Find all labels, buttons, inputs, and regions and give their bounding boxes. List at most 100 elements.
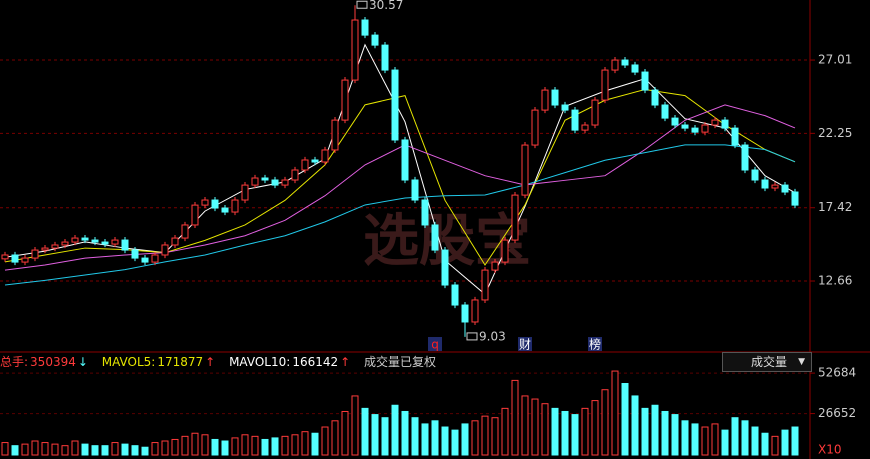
volume-bar	[181, 435, 189, 456]
candle-body	[1, 254, 9, 260]
volume-bar	[671, 414, 679, 456]
candle-body	[101, 241, 109, 245]
candle-body	[581, 124, 589, 131]
candle-body	[511, 194, 519, 241]
volume-bar	[591, 400, 599, 456]
volume-bar	[761, 432, 769, 456]
volume-bar	[131, 445, 139, 456]
volume-bar	[341, 410, 349, 456]
candle-body	[121, 239, 129, 251]
candle-body	[651, 89, 659, 106]
candle-body	[311, 159, 319, 163]
volume-bar	[531, 398, 539, 456]
candle-body	[371, 34, 379, 46]
candle-body	[361, 19, 369, 36]
volume-bar	[11, 445, 19, 456]
candle-body	[131, 249, 139, 259]
volume-bar	[751, 426, 759, 456]
event-bg	[428, 337, 442, 351]
label-icon	[356, 0, 368, 9]
candle-body	[781, 184, 789, 193]
candle-body	[741, 144, 749, 171]
volume-bar	[441, 426, 449, 456]
volume-bar	[1, 442, 9, 456]
candle-body	[751, 169, 759, 181]
volume-bar	[451, 429, 459, 456]
candle-body	[491, 261, 499, 271]
mavol5-label: MAVOL5:	[101, 355, 156, 369]
volume-bar	[71, 440, 79, 456]
candle-body	[711, 119, 719, 126]
candle-body	[671, 117, 679, 126]
candle-body	[141, 257, 149, 263]
note: 成交量已复权	[364, 355, 437, 369]
volume-bar	[391, 404, 399, 456]
volume-bar	[231, 437, 239, 456]
volume-bar	[151, 442, 159, 456]
volume-bar	[521, 395, 529, 456]
volume-bar	[101, 445, 109, 456]
candle-body	[61, 241, 69, 246]
volume-bar	[691, 423, 699, 456]
volume-bar	[221, 440, 229, 456]
candle-body	[611, 59, 619, 71]
up-arrow: ↑	[205, 355, 216, 369]
candle-body	[591, 99, 599, 126]
candle-body	[51, 244, 59, 249]
candle-body	[541, 89, 549, 111]
volume-bar	[491, 417, 499, 456]
volume-bar	[261, 438, 269, 456]
candle-body	[341, 79, 349, 121]
mavol5-value: 171877	[157, 355, 204, 369]
candle-body	[681, 124, 689, 129]
candle-body	[81, 237, 89, 241]
volume-bar	[191, 432, 199, 456]
candle-body	[431, 224, 439, 251]
candle-body	[451, 284, 459, 306]
up-arrow: ↑	[340, 355, 351, 369]
candle-body	[151, 254, 159, 263]
volume-bar	[371, 414, 379, 456]
volume-bar	[561, 410, 569, 456]
volume-bar	[351, 395, 359, 456]
volume-bar	[711, 423, 719, 456]
candle-body	[191, 204, 199, 226]
volume-bar	[421, 423, 429, 456]
volume-bar	[681, 420, 689, 456]
candle-body	[271, 179, 279, 186]
volume-bar	[701, 426, 709, 456]
volume-bar	[311, 432, 319, 456]
unit-label: X10	[818, 443, 842, 457]
candle-body	[111, 239, 119, 245]
candle-body	[321, 149, 329, 163]
candle-body	[201, 199, 209, 206]
candle-body	[401, 139, 409, 181]
volume-bar	[21, 443, 29, 456]
candle-body	[731, 127, 739, 146]
candle-body	[641, 71, 649, 91]
volume-header: 总手: 350394 ↓ MAVOL5: 171877 ↑ MAVOL10: 166142…	[0, 353, 438, 371]
extreme-label: 9.03	[479, 329, 506, 343]
volume-bar	[631, 395, 639, 456]
candle-body	[761, 179, 769, 189]
volume-bar	[51, 443, 59, 456]
candle-body	[571, 109, 579, 131]
event-label: 财	[519, 338, 531, 352]
volume-bar	[241, 434, 249, 456]
candle-body	[551, 89, 559, 106]
volume-bar	[91, 445, 99, 456]
y-tick-label: 22.25	[818, 126, 852, 140]
candle-body	[661, 104, 669, 119]
total-value: 350394	[30, 355, 76, 369]
candle-body	[471, 299, 479, 323]
volume-bar	[411, 417, 419, 456]
indicator-selector[interactable]: 成交量 ▼	[722, 352, 812, 372]
volume-bar	[731, 417, 739, 456]
candle-body	[771, 184, 779, 189]
candle-body	[161, 244, 169, 256]
volume-bar	[601, 389, 609, 456]
candle-body	[411, 179, 419, 201]
volume-bar	[651, 404, 659, 456]
y-tick-label: 52684	[818, 366, 856, 380]
volume-bar	[271, 437, 279, 456]
